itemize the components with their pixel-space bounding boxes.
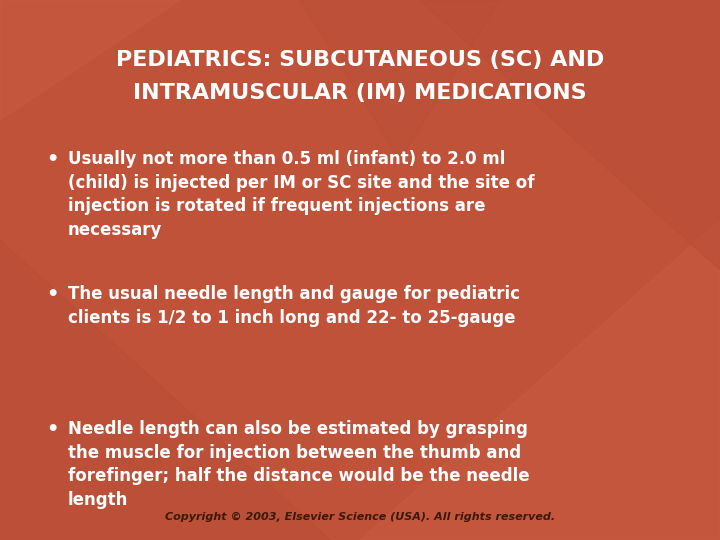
Text: Usually not more than 0.5 ml (infant) to 2.0 ml
(child) is injected per IM or SC: Usually not more than 0.5 ml (infant) to…: [68, 150, 534, 239]
Text: PEDIATRICS: SUBCUTANEOUS (SC) AND: PEDIATRICS: SUBCUTANEOUS (SC) AND: [116, 50, 604, 70]
Polygon shape: [360, 220, 720, 540]
Text: Needle length can also be estimated by grasping
the muscle for injection between: Needle length can also be estimated by g…: [68, 420, 530, 509]
Polygon shape: [0, 0, 180, 120]
Polygon shape: [420, 0, 720, 270]
Text: •: •: [46, 285, 58, 304]
Polygon shape: [300, 0, 500, 160]
Text: Copyright © 2003, Elsevier Science (USA). All rights reserved.: Copyright © 2003, Elsevier Science (USA)…: [165, 512, 555, 522]
Text: The usual needle length and gauge for pediatric
clients is 1/2 to 1 inch long an: The usual needle length and gauge for pe…: [68, 285, 520, 327]
Polygon shape: [0, 240, 330, 540]
Text: INTRAMUSCULAR (IM) MEDICATIONS: INTRAMUSCULAR (IM) MEDICATIONS: [133, 83, 587, 103]
Text: •: •: [46, 420, 58, 439]
Text: •: •: [46, 150, 58, 169]
